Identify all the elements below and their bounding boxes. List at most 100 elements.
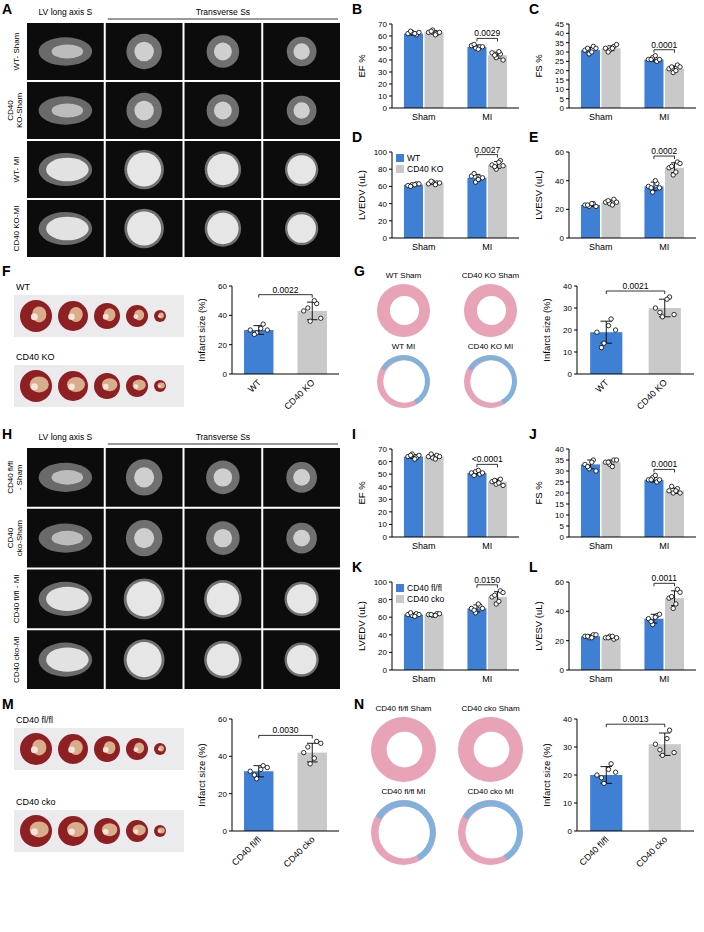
ttc-infarct xyxy=(30,376,49,392)
mri-cavity xyxy=(214,529,232,547)
mri-image xyxy=(106,448,183,507)
mri-tissue xyxy=(284,642,318,676)
x-axis xyxy=(569,108,696,109)
data-point xyxy=(492,593,496,597)
y-tick xyxy=(566,180,569,181)
data-point xyxy=(437,181,441,185)
ttc-cavity xyxy=(158,748,161,751)
panel-letter: N xyxy=(354,696,364,712)
mri-cavity xyxy=(134,528,154,548)
data-point xyxy=(585,46,589,50)
mri-tissue xyxy=(39,643,93,677)
mri-image xyxy=(263,200,340,257)
legend-swatch xyxy=(396,584,404,592)
y-tick xyxy=(389,617,392,618)
mri-image xyxy=(27,23,104,80)
p-value: <0.0001 xyxy=(472,454,503,464)
data-point xyxy=(665,297,669,301)
bar xyxy=(467,178,486,238)
mri-image xyxy=(106,141,183,198)
data-point xyxy=(585,464,589,468)
image-label: WT Sham xyxy=(386,271,422,280)
panel-letter: F xyxy=(2,263,11,279)
data-point xyxy=(614,458,618,462)
data-point xyxy=(658,310,662,314)
image-background xyxy=(14,295,184,337)
row-label: CD40 KO xyxy=(16,352,55,362)
data-point xyxy=(248,769,252,773)
data-point xyxy=(657,478,661,482)
significance-bracket xyxy=(654,583,675,586)
mri-tissue xyxy=(286,462,317,493)
image-panel: MCD40 fl/flCD40 cko xyxy=(2,696,184,852)
x-axis xyxy=(569,670,696,671)
heart-section xyxy=(377,284,430,337)
chart-panel: WTCD40 KO0.00220204060Infarct size (%) xyxy=(196,282,339,412)
y-tick xyxy=(229,756,232,757)
y-tick xyxy=(574,803,577,804)
ttc-slice xyxy=(126,738,148,760)
y-tick xyxy=(574,308,577,309)
bar xyxy=(404,185,423,238)
y-tick-label: 30 xyxy=(555,48,564,57)
row-label: CD40 KO-MI xyxy=(12,206,21,252)
mri-cavity xyxy=(127,211,161,245)
heart-cavity xyxy=(387,732,423,768)
ttc-slice xyxy=(58,371,88,401)
mri-cavity xyxy=(214,102,232,120)
bar xyxy=(665,491,684,537)
bar xyxy=(298,753,327,831)
y-axis-title: EF % xyxy=(356,54,367,78)
data-point xyxy=(252,773,256,777)
column-header: LV long axis S xyxy=(39,432,93,442)
x-tick-label: MI xyxy=(659,242,669,252)
image-label: WT MI xyxy=(392,342,415,351)
y-tick xyxy=(389,599,392,600)
ttc-slice xyxy=(154,743,166,755)
row-label: WT- MI xyxy=(12,157,21,183)
ttc-slice xyxy=(126,375,148,397)
data-point xyxy=(649,478,653,482)
mri-cavity xyxy=(52,470,84,485)
y-tick-label: 10 xyxy=(563,799,572,808)
data-point xyxy=(433,457,437,461)
data-point xyxy=(259,326,263,330)
y-axis xyxy=(392,152,393,238)
y-tick-label: 10 xyxy=(555,85,564,94)
ttc-slice xyxy=(94,373,120,399)
data-point xyxy=(413,614,417,618)
mri-image xyxy=(106,200,183,257)
data-point xyxy=(669,484,673,488)
data-point xyxy=(653,615,657,619)
data-point xyxy=(492,478,496,482)
mri-tissue xyxy=(126,459,162,495)
mri-image xyxy=(263,23,340,80)
y-tick-label: 5 xyxy=(560,522,565,531)
bar xyxy=(404,615,423,670)
mri-cavity xyxy=(214,43,232,61)
data-point xyxy=(669,594,673,598)
y-tick-label: 20 xyxy=(555,205,564,214)
ttc-infarct xyxy=(102,378,118,391)
legend-swatch xyxy=(396,165,404,173)
mri-cavity xyxy=(214,468,232,486)
ttc-cavity xyxy=(31,383,38,390)
row-label-group: WT- Sham xyxy=(12,32,21,70)
significance-bracket xyxy=(477,464,498,467)
y-tick xyxy=(566,52,569,53)
data-point xyxy=(314,739,318,743)
mri-image xyxy=(263,141,340,198)
ttc-cavity xyxy=(158,385,161,388)
data-point xyxy=(667,728,671,732)
chart-panel: CD40 fl/flCD40 cko0.0013010203040Infarct… xyxy=(541,714,694,869)
x-tick-label: CD40 KO xyxy=(282,377,316,411)
mri-image xyxy=(185,570,262,629)
legend-label: CD40 cko xyxy=(407,594,445,604)
mri-cavity xyxy=(287,214,316,243)
data-point xyxy=(653,306,657,310)
y-tick-label: 60 xyxy=(378,458,387,467)
y-tick xyxy=(229,374,232,375)
panel-letter: C xyxy=(529,1,539,17)
ttc-cavity xyxy=(103,384,109,390)
data-point xyxy=(248,328,252,332)
